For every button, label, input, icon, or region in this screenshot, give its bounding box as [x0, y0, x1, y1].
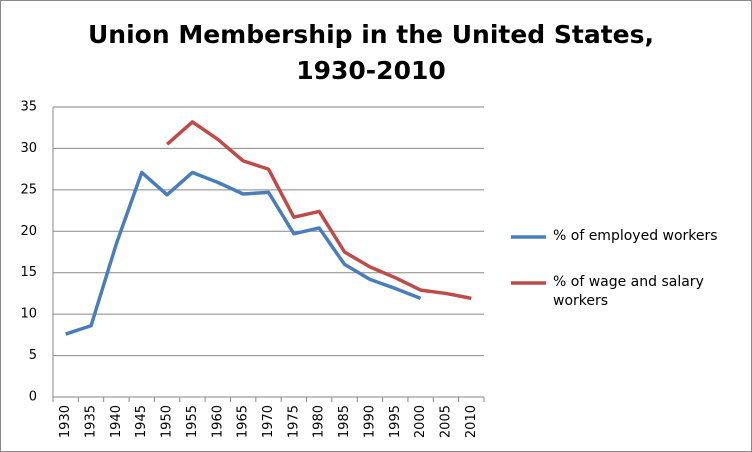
x-tick-label: 1975	[286, 405, 301, 438]
y-tick-label: 25	[20, 182, 37, 197]
legend-label: % of wage and salary workers	[553, 274, 704, 309]
x-tick-label: 2005	[438, 405, 453, 438]
chart-title: Union Membership in the United States, 1…	[87, 20, 654, 85]
y-tick-label: 10	[20, 307, 37, 322]
y-tick-label: 20	[20, 224, 37, 239]
x-tick-label: 1950	[160, 405, 175, 438]
x-tick-label: 1980	[312, 405, 327, 438]
line	[65, 170, 422, 336]
x-tick-label: 1985	[337, 405, 352, 438]
x-tick-label: 1945	[134, 405, 149, 438]
x-tick-label: 1940	[109, 405, 124, 438]
x-tick-label: 1935	[84, 405, 99, 438]
y-tick-label: 5	[29, 348, 37, 363]
x-tick-label: 1965	[236, 405, 251, 438]
x-tick-label: 1990	[362, 405, 377, 438]
line	[165, 120, 472, 301]
x-tick-label: 1930	[58, 405, 73, 438]
x-tick-label: 1970	[261, 405, 276, 438]
x-tick-label: 1960	[210, 405, 225, 438]
x-tick-label: 1955	[185, 405, 200, 438]
x-tick-label: 2000	[413, 405, 428, 438]
legend-label: % of employed workers	[553, 228, 718, 244]
x-tick-label: 1995	[388, 405, 403, 438]
x-tick-label: 2010	[464, 405, 479, 438]
y-tick-label: 0	[29, 390, 37, 405]
y-tick-label: 35	[20, 100, 37, 115]
y-tick-label: 15	[20, 265, 37, 280]
y-tick-label: 30	[20, 141, 37, 156]
